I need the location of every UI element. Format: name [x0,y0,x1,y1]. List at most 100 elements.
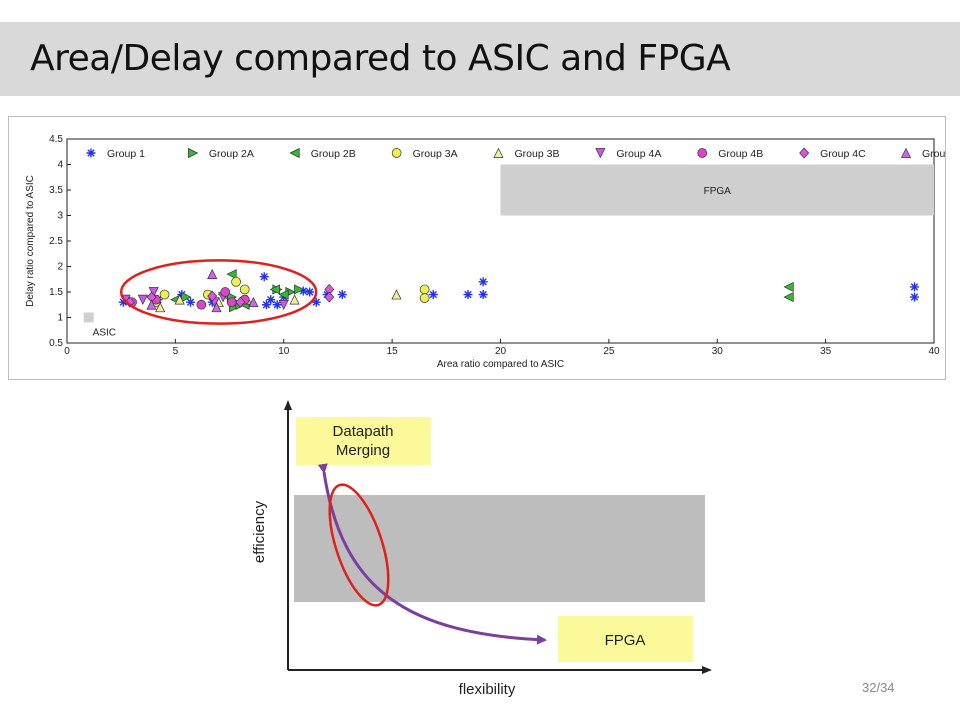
data-point [207,268,218,279]
data-point [186,297,196,307]
data-point [181,292,192,303]
legend-marker [289,147,300,159]
legend-marker [900,147,912,158]
y-tick-label: 1 [57,313,63,324]
cluster-highlight-ellipse [119,259,318,325]
data-point [226,297,237,308]
fpga-region-label: FPGA [704,186,732,197]
x-axis-label: Area ratio compared to ASIC [437,359,564,370]
data-point [269,284,280,295]
fpga-box [558,616,693,662]
legend-label: Group 4A [616,148,661,160]
data-point [137,294,148,305]
legend-marker [595,148,606,159]
y-tick-label: 2.5 [49,236,63,247]
tradeoff-curve [317,463,547,645]
legend-marker [697,148,708,158]
data-point [248,296,259,308]
data-point [298,286,308,296]
y-tick-label: 4.5 [49,134,63,145]
data-point [174,294,185,305]
data-point [239,284,250,295]
fpga-box-label: FPGA [605,632,646,649]
data-point [289,294,300,305]
datapath-merging-box [296,417,431,465]
data-point [305,287,315,297]
data-point [463,290,473,300]
y-tick-label: 3.5 [49,185,63,196]
legend-label: Group 1 [107,148,145,160]
data-point [259,272,269,282]
x-tick-label: 35 [820,346,832,357]
legend-marker [493,147,504,158]
data-point [324,291,335,303]
legend-marker [86,148,96,158]
scatter-chart: FPGA ASIC 0 5 10 15 20 25 30 35 40 0.5 1 1.5 2 2.5 3 3.5 4… [25,134,945,370]
data-point [337,290,347,300]
data-point [220,287,231,297]
y-tick-label: 0.5 [49,338,63,349]
data-point [146,299,157,310]
asic-label: ASIC [93,328,116,339]
data-point [211,302,222,313]
data-point [311,297,321,307]
fpga-region [500,164,934,216]
legend-marker [799,147,810,159]
legend-marker [188,147,199,159]
data-point [196,299,207,310]
datapath-merging-label-line1: Datapath [333,423,394,440]
x-tick-label: 20 [495,346,507,357]
data-point [235,296,246,308]
x-tick-label: 30 [712,346,724,357]
flexibility-axis-label: flexibility [459,681,516,698]
data-point [266,295,276,305]
datapath-merging-label-line2: Merging [336,442,390,459]
x-tick-label: 25 [603,346,615,357]
slide-title: Area/Delay compared to ASIC and FPGA [30,38,731,79]
asic-marker [83,312,94,323]
x-tick-label: 0 [64,346,70,357]
data-point [118,297,128,307]
x-tick-label: 10 [278,346,290,357]
y-tick-label: 2 [57,262,63,273]
data-point [428,290,438,300]
title-bar [0,22,960,96]
data-point [909,282,919,292]
x-tick-label: 15 [387,346,399,357]
page-number: 32/34 [862,680,895,695]
data-point [294,284,305,295]
legend-label: Group 2B [311,148,356,160]
data-point [419,284,430,295]
data-point [478,290,488,300]
legend-marker [391,148,402,158]
data-point [278,289,289,300]
scatter-chart-frame: FPGA ASIC 0 5 10 15 20 25 30 35 40 0.5 1 1.5 2 2.5 3 3.5 4… [8,116,946,380]
data-point [155,302,166,313]
data-point [909,292,919,302]
data-point [231,276,241,287]
efficiency-band [294,495,705,602]
data-point [478,277,488,287]
legend-label: Group 4C [820,148,866,160]
data-point [226,269,237,280]
y-tick-label: 3 [57,211,63,222]
y-axis-label: Delay ratio compared to ASIC [25,175,36,307]
legend-label: Group 3A [413,148,458,160]
flexibility-efficiency-diagram: Datapath Merging FPGA efficiency flexibi… [251,400,712,698]
data-point [207,290,218,302]
data-point [159,289,170,300]
data-point [391,289,402,300]
data-point [783,292,794,303]
efficiency-axis-label: efficiency [251,500,268,563]
data-point [278,299,289,311]
y-tick-label: 1.5 [49,287,63,298]
x-tick-label: 40 [928,346,940,357]
data-point [783,281,794,292]
legend-label: Group 4B [718,148,763,160]
y-tick-label: 4 [57,160,63,171]
legend-label: Group 3B [515,148,560,160]
datapath-merging-highlight [328,483,390,607]
legend-label: Group 4D [922,148,945,160]
legend-label: Group 2A [209,148,254,160]
data-point [261,300,271,310]
